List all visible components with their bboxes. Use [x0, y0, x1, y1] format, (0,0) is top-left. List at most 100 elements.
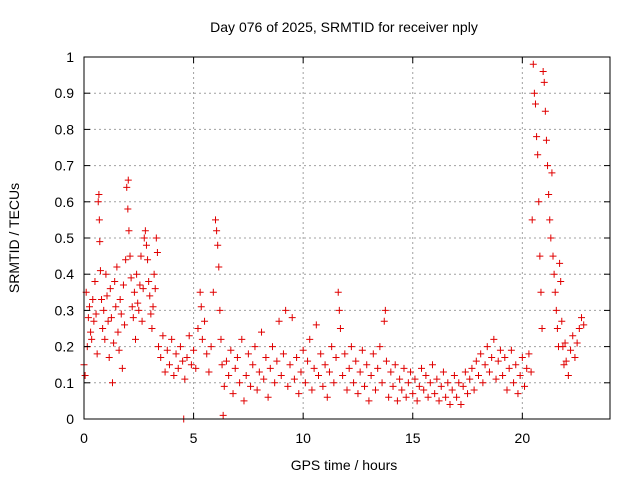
y-tick-label: 0.8 [55, 121, 75, 137]
data-point [247, 382, 255, 390]
data-point [413, 397, 421, 405]
y-tick-label: 0.3 [55, 302, 75, 318]
data-point [174, 364, 182, 372]
data-point [225, 372, 233, 380]
data-point [157, 353, 165, 361]
data-point [398, 386, 406, 394]
data-point [91, 277, 99, 285]
data-point [155, 343, 163, 351]
data-point [400, 364, 408, 372]
data-point [483, 343, 491, 351]
data-point [376, 343, 384, 351]
data-point [203, 350, 211, 358]
data-point [365, 397, 373, 405]
data-point [528, 216, 536, 224]
data-point [220, 382, 228, 390]
data-point [330, 379, 338, 387]
data-point [271, 379, 279, 387]
data-point [319, 382, 327, 390]
data-point [144, 256, 152, 264]
data-point [253, 386, 261, 394]
data-point [396, 375, 404, 383]
data-point [260, 375, 268, 383]
data-point [89, 296, 97, 304]
data-point [533, 133, 541, 141]
data-point [249, 361, 257, 369]
data-point [217, 335, 225, 343]
data-point [571, 353, 579, 361]
data-point [352, 357, 360, 365]
data-point [459, 382, 467, 390]
data-point [168, 335, 176, 343]
data-point [238, 335, 246, 343]
data-point [310, 364, 318, 372]
data-point [523, 364, 531, 372]
data-point [98, 296, 106, 304]
data-point [361, 382, 369, 390]
data-point [535, 198, 543, 206]
data-point [187, 361, 195, 369]
data-point [136, 281, 144, 289]
y-tick-label: 0.5 [55, 230, 75, 246]
data-point [142, 241, 150, 249]
data-point [149, 303, 157, 311]
data-point [367, 372, 375, 380]
data-point [341, 350, 349, 358]
data-point [404, 379, 412, 387]
data-point [293, 353, 301, 361]
data-point [214, 241, 222, 249]
x-axis-label: GPS time / hours [291, 457, 398, 473]
y-tick-label: 0.7 [55, 158, 75, 174]
data-point [541, 107, 549, 115]
data-point [108, 379, 116, 387]
data-point [134, 299, 142, 307]
data-point [428, 361, 436, 369]
data-point [512, 361, 520, 369]
data-point [135, 306, 143, 314]
data-point [275, 317, 283, 325]
data-point [424, 393, 432, 401]
data-point [121, 321, 129, 329]
data-point [201, 317, 209, 325]
data-point [140, 234, 148, 242]
data-point [181, 375, 189, 383]
data-point [536, 252, 544, 260]
data-point [118, 364, 126, 372]
data-point [111, 277, 119, 285]
data-point [442, 393, 450, 401]
data-point [369, 350, 377, 358]
data-point [227, 346, 235, 354]
data-point [334, 288, 342, 296]
data-point [128, 303, 136, 311]
data-point [179, 357, 187, 365]
data-point [354, 390, 362, 398]
data-point [350, 379, 358, 387]
data-point [90, 317, 98, 325]
y-tick-label: 0.2 [55, 339, 75, 355]
y-tick-label: 1 [66, 49, 74, 65]
data-point [139, 285, 147, 293]
data-point [96, 267, 104, 275]
data-point [435, 397, 443, 405]
y-tick-label: 0.9 [55, 85, 75, 101]
data-point [288, 314, 296, 322]
data-point [518, 353, 526, 361]
y-tick-label: 0.4 [55, 266, 75, 282]
plot-frame [83, 56, 611, 420]
data-point [402, 393, 410, 401]
data-point [529, 60, 537, 68]
data-point [183, 353, 191, 361]
data-point [455, 379, 463, 387]
data-point [153, 248, 161, 256]
data-point [255, 368, 263, 376]
data-point [569, 332, 577, 340]
data-point [468, 364, 476, 372]
data-point [446, 401, 454, 409]
data-point [415, 382, 423, 390]
x-tick-label: 10 [295, 430, 311, 446]
data-point [258, 328, 266, 336]
data-point [117, 310, 125, 318]
data-point [475, 372, 482, 380]
data-point [431, 390, 439, 398]
